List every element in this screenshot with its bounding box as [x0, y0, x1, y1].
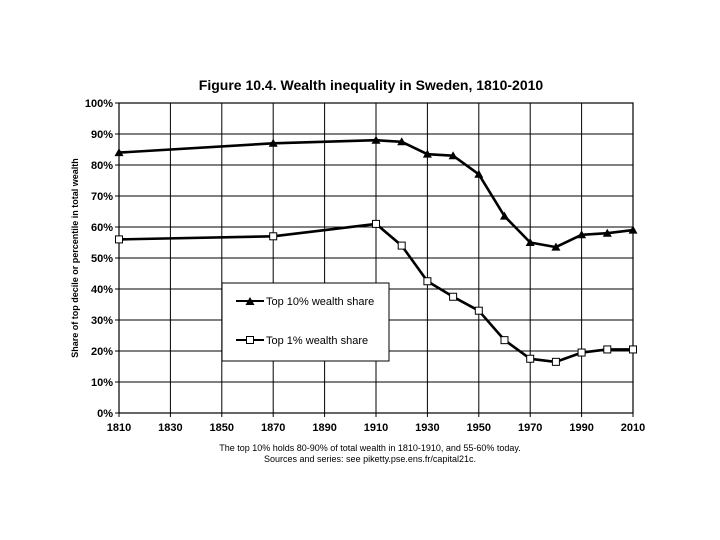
point-top1: [372, 219, 380, 228]
y-tick-label: 40%: [91, 284, 113, 296]
point-top1: [629, 345, 637, 354]
point-top1: [449, 292, 458, 301]
y-tick-label: 50%: [91, 253, 113, 265]
point-top1: [551, 357, 560, 366]
y-tick-label: 100%: [85, 98, 113, 110]
x-tick-label: 1910: [364, 422, 388, 434]
point-top10: [114, 148, 124, 157]
footnote-summary: The top 10% holds 80-90% of total wealth…: [219, 443, 521, 453]
point-top1: [603, 345, 612, 354]
point-top10: [268, 138, 278, 147]
point-top10: [577, 230, 587, 239]
grid: [118, 102, 634, 414]
x-tick-label: 2010: [621, 422, 645, 434]
series-layer: [114, 135, 638, 366]
y-tick-label: 80%: [91, 160, 113, 172]
point-top1: [423, 277, 432, 286]
point-top10: [628, 225, 638, 234]
point-top10: [397, 137, 407, 146]
x-tick-label: 1970: [518, 422, 542, 434]
y-tick-label: 90%: [91, 129, 113, 141]
point-top1: [269, 232, 278, 241]
x-axis: 1810 1830 1850 1870 1890 1910 1930 1950 1970 1990…: [107, 413, 645, 434]
legend: Top 10% wealth share Top 1% wealth share: [221, 282, 390, 362]
legend-marker-top10: [245, 297, 255, 305]
point-top10: [602, 228, 612, 237]
y-axis: 0% 10% 20% 30% 40% 50% 60% 70% 80% 90% 100%: [85, 98, 119, 420]
point-top10: [500, 211, 509, 220]
x-tick-label: 1890: [312, 422, 336, 434]
point-top1: [500, 336, 509, 345]
point-top10: [422, 149, 432, 158]
point-top10: [525, 238, 535, 246]
point-top1: [474, 306, 483, 315]
point-top1: [526, 354, 535, 363]
legend-label-top10: Top 10% wealth share: [266, 296, 374, 308]
y-axis-label: Share of top decile or percentile in tot…: [70, 158, 80, 358]
legend-label-top1: Top 1% wealth share: [266, 335, 368, 347]
point-top10: [551, 242, 561, 251]
point-top10: [448, 151, 458, 160]
y-tick-label: 30%: [91, 315, 113, 327]
footnote-sources: Sources and series: see piketty.pse.ens.…: [264, 454, 476, 464]
x-tick-label: 1830: [158, 422, 182, 434]
y-tick-label: 10%: [91, 377, 113, 389]
x-tick-label: 1930: [415, 422, 439, 434]
legend-box: [221, 282, 390, 362]
legend-marker-top1: [246, 336, 254, 344]
x-tick-label: 1950: [467, 422, 491, 434]
x-tick-label: 1850: [210, 422, 234, 434]
point-top1: [397, 241, 406, 250]
chart-title: Figure 10.4. Wealth inequality in Sweden…: [199, 77, 544, 93]
point-top1: [115, 235, 123, 244]
point-top10: [474, 169, 484, 178]
point-top10: [371, 135, 381, 144]
y-tick-label: 0%: [97, 408, 113, 420]
y-tick-label: 70%: [91, 191, 113, 203]
x-tick-label: 1810: [107, 422, 131, 434]
y-tick-label: 60%: [91, 222, 113, 234]
point-top1: [577, 348, 586, 357]
x-tick-label: 1990: [569, 422, 593, 434]
y-tick-label: 20%: [91, 346, 113, 358]
x-tick-label: 1870: [261, 422, 285, 434]
